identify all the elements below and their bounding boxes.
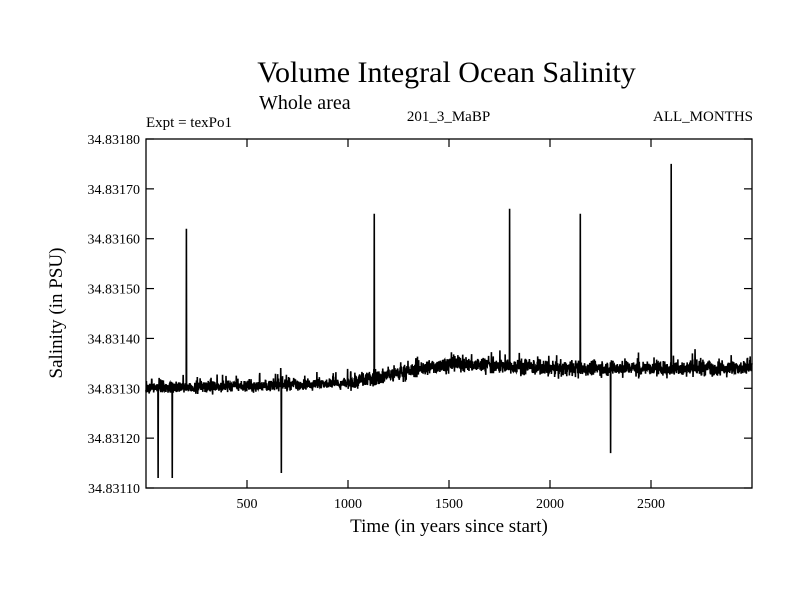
run-id-label: 201_3_MaBP	[406, 109, 491, 125]
x-tick-label: 500	[237, 497, 258, 512]
x-tick-label: 2500	[637, 497, 665, 512]
x-axis-ticks: 500 1000 1500 2000 2500	[237, 139, 665, 512]
y-tick-label: 34.83170	[88, 183, 141, 198]
plot-frame	[145, 138, 753, 489]
x-tick-label: 1000	[334, 497, 362, 512]
chart-title: Volume Integral Ocean Salinity	[257, 56, 636, 89]
y-tick-label: 34.83120	[88, 432, 141, 447]
y-axis-ticks: 34.83110 34.83120 34.83130 34.83140 34.83150…	[88, 133, 752, 497]
x-tick-label: 1500	[435, 497, 463, 512]
months-label: ALL_MONTHS	[653, 109, 753, 125]
y-tick-label: 34.83150	[88, 283, 141, 298]
y-tick-label: 34.83130	[88, 382, 141, 397]
y-tick-label: 34.83110	[88, 482, 140, 497]
salinity-series-line	[145, 163, 753, 479]
y-tick-label: 34.83140	[88, 332, 141, 347]
y-tick-label: 34.83180	[88, 133, 141, 148]
y-axis-label: Salinity (in PSU)	[46, 248, 67, 379]
y-tick-label: 34.83160	[88, 233, 141, 248]
x-tick-label: 2000	[536, 497, 564, 512]
x-axis-label: Time (in years since start)	[350, 516, 548, 537]
experiment-label: Expt = texPo1	[146, 115, 232, 131]
chart-subtitle: Whole area	[259, 92, 351, 114]
